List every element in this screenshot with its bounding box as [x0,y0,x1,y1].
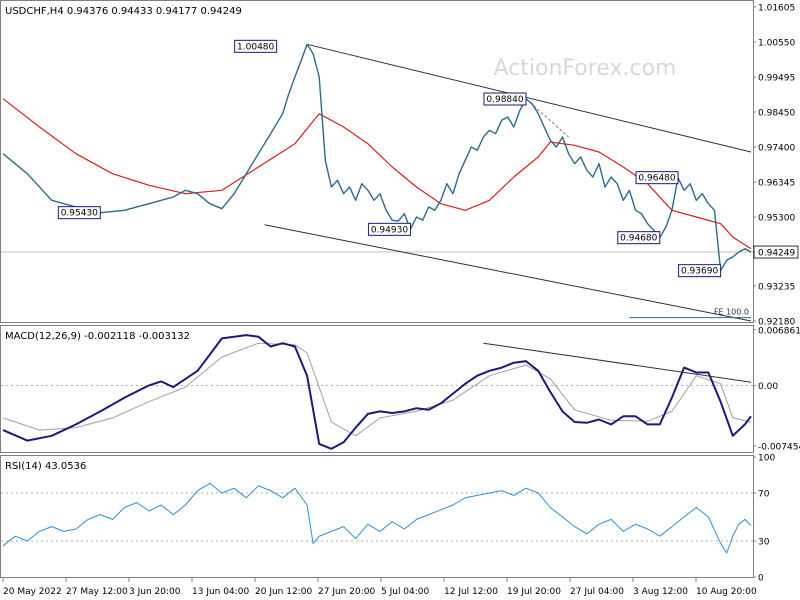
fe-level-label: FE 100.0 [714,308,749,317]
rsi-y-tick-label-2: 30 [758,538,770,548]
rsi-y-tick-label-0: 100 [758,454,775,464]
price-y-tick-label-4: 0.97400 [758,144,795,154]
price-header: USDCHF,H4 0.94376 0.94433 0.94177 0.9424… [5,6,242,17]
x-tick-label-6: 5 Jul 04:00 [381,587,430,597]
channel-lower-line [264,224,752,322]
macd-panel: 0.006861 0.00 -0.007454 [1,326,800,452]
macd-line [2,334,752,450]
rsi-line [2,482,752,554]
price-label-6: 0.93690 [681,267,718,277]
macd-trendline [483,342,752,383]
price-y-tick-label-7: 0.93235 [758,282,795,292]
price-label-0: 1.00480 [237,42,274,52]
macd-signal-line [2,342,752,437]
x-tick-label-11: 10 Aug 20:00 [696,587,757,597]
x-axis: 20 May 2022 27 May 12:00 3 Jun 20:00 13 Jun… [2,578,757,597]
price-label-3: 0.95430 [61,209,98,219]
price-panel-frame [0,0,754,323]
price-y-tick-label-5: 0.96345 [758,179,795,189]
price-label-box-1 [483,92,527,106]
rsi-panel-frame [0,455,754,578]
x-tick-label-0: 20 May 2022 [3,587,62,597]
macd-header: MACD(12,26,9) -0.002118 -0.003132 [5,331,190,342]
price-label-2: 0.96480 [638,174,675,184]
x-tick-label-8: 19 Jul 20:00 [507,587,561,597]
rsi-panel: 100 70 30 0 [1,454,775,584]
price-y-tick-label-2: 0.99495 [758,74,795,84]
x-tick-label-7: 12 Jul 12:00 [444,587,498,597]
rsi-y-tick-label-3: 0 [758,574,764,584]
x-tick-label-5: 27 Jun 20:00 [318,587,375,597]
rsi-y-tick-label-1: 70 [758,490,770,500]
price-y-tick-label-0: 1.01605 [758,3,795,13]
watermark: ActionForex.com [494,56,677,81]
x-tick-label-1: 27 May 12:00 [66,587,128,597]
price-label-box-3 [57,206,101,220]
x-tick-label-3: 13 Jun 04:00 [192,587,249,597]
price-label-5: 0.94680 [620,234,657,244]
channel-upper-line [306,43,752,153]
macd-y-tick-label-1: 0.00 [758,382,778,392]
current-price-label: 0.94249 [758,249,795,259]
price-panel: 1.01605 1.00550 0.99495 0.98450 0.97400 0.963… [1,3,799,328]
price-y-tick-label-6: 0.95300 [758,214,795,224]
macd-panel-frame [0,325,754,453]
price-y-tick-label-8: 0.92180 [758,318,795,328]
price-label-box-6 [678,264,722,278]
price-label-1: 0.98840 [486,95,523,105]
moving-average-line [2,98,752,250]
price-y-tick-label-1: 1.00550 [758,39,795,49]
price-label-box-5 [617,231,661,245]
x-tick-label-9: 27 Jul 04:00 [570,587,624,597]
macd-y-tick-label-0: 0.006861 [758,326,800,336]
rsi-header: RSI(14) 43.0536 [5,461,86,472]
current-price-box [753,245,799,259]
macd-y-tick-label-2: -0.007454 [758,442,800,452]
x-tick-label-2: 3 Jun 20:00 [129,587,181,597]
price-y-tick-label-3: 0.98450 [758,109,795,119]
price-label-box-0 [234,39,278,53]
x-tick-label-10: 3 Aug 12:00 [633,587,688,597]
price-label-4: 0.94930 [371,225,408,235]
price-label-box-4 [367,222,411,236]
price-label-box-2 [635,171,679,185]
retrace-dashed-line [525,98,569,138]
x-tick-label-4: 20 Jun 12:00 [255,587,312,597]
